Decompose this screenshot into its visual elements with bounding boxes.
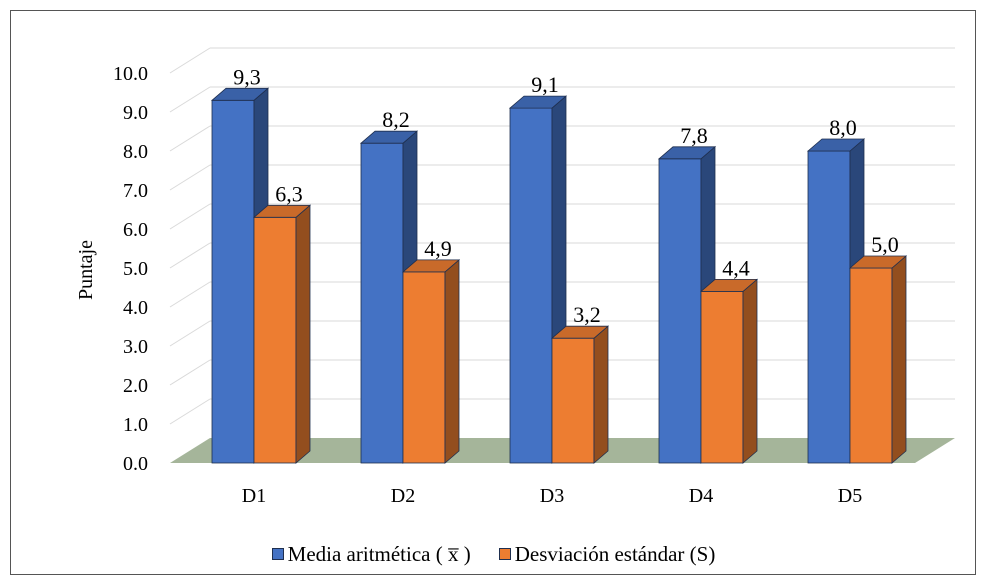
data-label-D2-0: 8,2 (382, 107, 410, 132)
bar-D1-0 (211, 99, 255, 464)
bar-D3-0 (509, 107, 553, 464)
bar-top-D3-1 (550, 325, 610, 339)
bar-side-D5-1 (891, 255, 907, 464)
legend-item-mean: Media aritmética ( x̅ ) (271, 541, 471, 567)
bar-top-D5-1 (848, 255, 908, 269)
y-tick-label: 1.0 (123, 414, 148, 436)
y-tick-label: 5.0 (123, 258, 148, 280)
legend-label-mean: Media aritmética ( x̅ ) (287, 541, 471, 566)
y-tick-label: 10.0 (113, 63, 148, 85)
bar-top-D5-0 (806, 138, 866, 152)
category-label-D2: D2 (391, 485, 415, 507)
bar-D2-1 (402, 271, 446, 464)
legend-swatch-stddev (498, 548, 511, 560)
data-label-D1-1: 6,3 (275, 181, 303, 206)
y-tick-label: 8.0 (123, 141, 148, 163)
y-tick-label: 7.0 (123, 180, 148, 202)
legend-label-stddev: Desviación estándar (S) (514, 541, 716, 566)
gridline-depth (169, 281, 211, 308)
data-label-D4-0: 7,8 (680, 123, 708, 148)
data-label-D3-1: 3,2 (573, 302, 601, 327)
data-label-D4-1: 4,4 (722, 255, 750, 280)
bars (210, 87, 908, 464)
bar-side-D3-1 (593, 325, 609, 464)
y-axis-ticks: 0.0 1.0 2.0 3.0 4.0 5.0 6.0 7.0 8.0 9.0 10.0 (113, 63, 148, 475)
category-label-D5: D5 (838, 485, 862, 507)
gridline-depth (169, 203, 211, 230)
data-label-D1-0: 9,3 (233, 64, 261, 89)
bar-side-D4-1 (742, 278, 758, 464)
bar-D5-1 (849, 267, 893, 464)
gridline-depth (169, 47, 211, 74)
y-axis-title: Puntaje (75, 240, 97, 300)
legend-swatch-mean (271, 548, 284, 560)
bar-top-D3-0 (508, 95, 568, 109)
bar-top-D2-1 (401, 259, 461, 273)
bar-side-D1-1 (295, 204, 311, 464)
bar-top-D1-0 (210, 87, 270, 101)
bar-top-D1-1 (252, 204, 312, 218)
data-labels: 9,3 6,3 8,2 4,9 9,1 3,2 7,8 4,4 8,0 5,0 (233, 64, 899, 327)
data-label-D5-1: 5,0 (871, 232, 899, 257)
category-label-D3: D3 (540, 485, 564, 507)
gridline-depth (169, 242, 211, 269)
category-label-D4: D4 (689, 485, 713, 507)
bar-top-D2-0 (359, 130, 419, 144)
bar-top-D4-0 (657, 146, 717, 160)
gridline-depth (169, 86, 211, 113)
y-tick-label: 9.0 (123, 102, 148, 124)
x-axis-categories: D1 D2 D3 D4 D5 (242, 485, 862, 507)
gridline-depth (169, 164, 211, 191)
y-tick-label: 2.0 (123, 375, 148, 397)
gridline-depth (169, 125, 211, 152)
bar-side-D2-1 (444, 259, 460, 464)
gridline-depth (169, 320, 211, 347)
bar-D4-1 (700, 290, 744, 464)
legend-item-stddev: Desviación estándar (S) (498, 541, 716, 567)
bar-D4-0 (658, 158, 702, 464)
data-label-D2-1: 4,9 (424, 236, 452, 261)
y-tick-label: 4.0 (123, 297, 148, 319)
bar-top-D4-1 (699, 278, 759, 292)
bar-D5-0 (807, 150, 851, 464)
category-label-D1: D1 (242, 485, 266, 507)
y-tick-label: 6.0 (123, 219, 148, 241)
data-label-D5-0: 8,0 (829, 115, 857, 140)
bar-D1-1 (253, 216, 297, 464)
data-label-D3-0: 9,1 (531, 72, 559, 97)
y-tick-label: 3.0 (123, 336, 148, 358)
gridline-depth (169, 398, 211, 425)
y-tick-label: 0.0 (123, 453, 148, 475)
legend: Media aritmética ( x̅ ) Desviación están… (0, 540, 987, 568)
gridline-depth (169, 359, 211, 386)
bar-D3-1 (551, 337, 595, 464)
bar-D2-0 (360, 142, 404, 464)
